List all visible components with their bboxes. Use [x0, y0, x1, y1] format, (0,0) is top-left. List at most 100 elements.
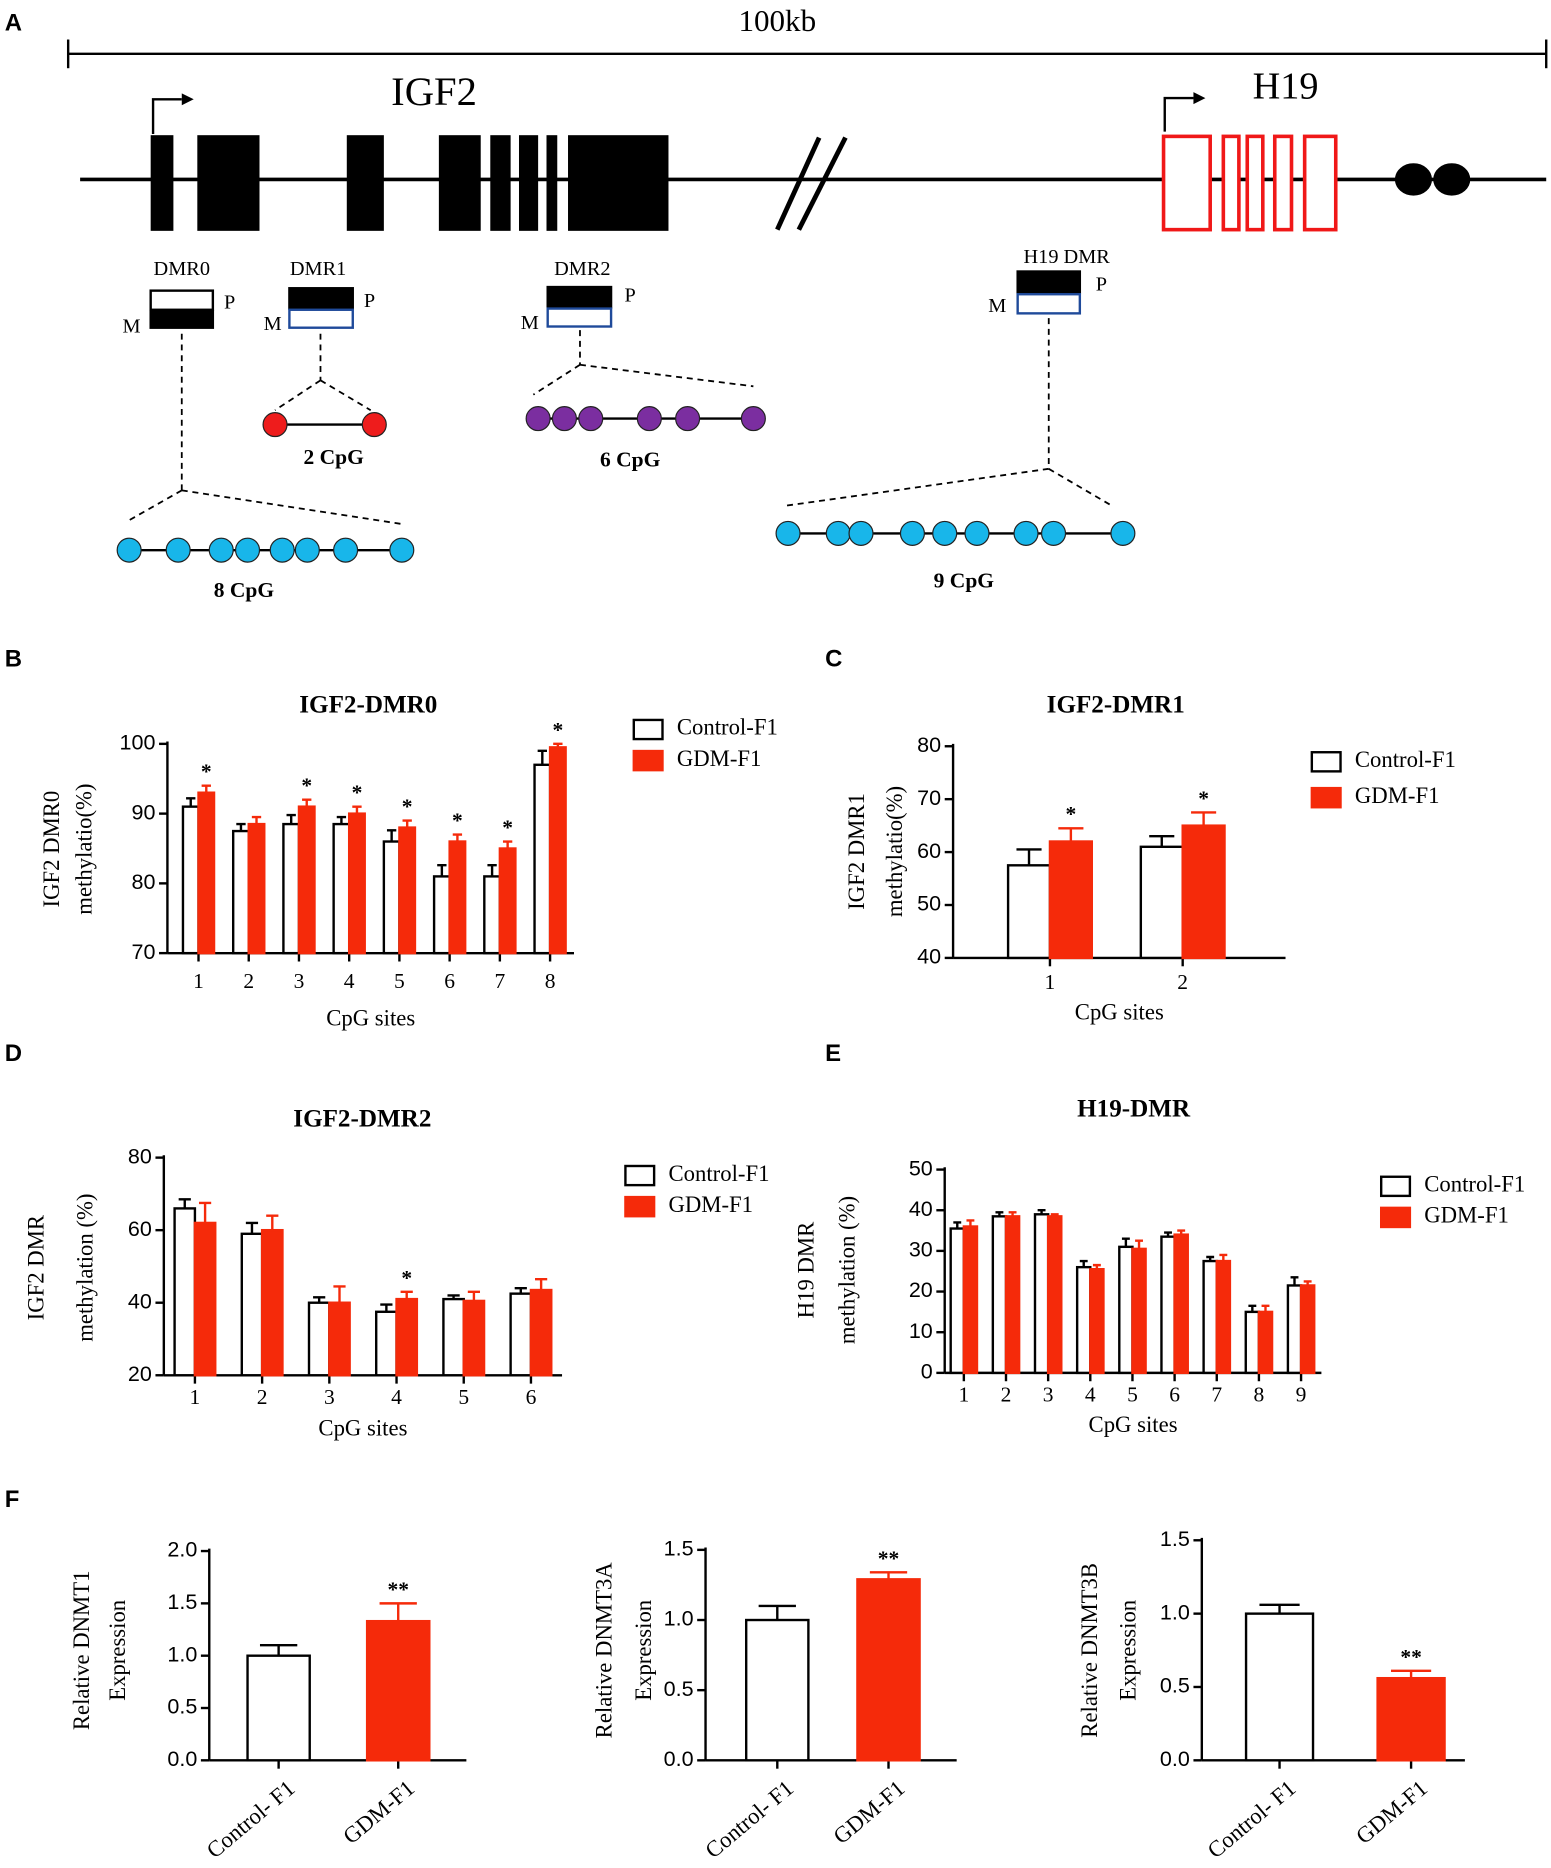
x-tick-label: GDM-F1: [338, 1775, 419, 1849]
y-tick-label: 1.0: [664, 1607, 694, 1631]
bar: [398, 826, 417, 955]
y-tick-label: 80: [132, 870, 156, 894]
x-tick-label: 5: [394, 969, 405, 993]
maternal-allele: [149, 309, 215, 329]
y-tick-label: 0.5: [167, 1695, 197, 1719]
error-bar: [1135, 1239, 1143, 1249]
panel-label: C: [825, 645, 842, 672]
error-bar: [1037, 1209, 1046, 1215]
igf2-exons: [150, 135, 669, 231]
bar: [1244, 1310, 1261, 1375]
error-bar: [302, 798, 312, 807]
legend-label: Control-F1: [1355, 747, 1456, 772]
x-tick-label: 5: [1127, 1383, 1138, 1407]
error-bar: [1177, 1229, 1186, 1235]
y-tick-label: 1.5: [664, 1537, 694, 1561]
x-tick-label: 3: [1043, 1383, 1054, 1407]
exon: [438, 135, 481, 231]
cpg-site: [269, 537, 295, 563]
bar: [347, 812, 366, 955]
y-axis-label: Expression: [631, 1599, 656, 1701]
x-tick-label: Control- F1: [202, 1775, 300, 1863]
y-tick-label: 60: [917, 839, 941, 863]
bar: [1376, 1676, 1446, 1762]
bar: [1075, 1265, 1092, 1375]
error-bar: [758, 1604, 796, 1621]
bar: [1181, 824, 1226, 960]
legend-swatch: [1310, 751, 1342, 773]
legend-swatch: [632, 749, 664, 772]
y-tick-label: 50: [909, 1156, 933, 1180]
x-tick-label: 2: [243, 969, 254, 993]
x-tick-label: 4: [391, 1385, 402, 1409]
allele-label: P: [1096, 274, 1107, 296]
error-bar: [336, 815, 347, 825]
promoter-arrow: [151, 98, 182, 134]
cpg-label: 6 CpG: [600, 448, 661, 472]
connector: [274, 379, 321, 411]
cpg-site: [262, 412, 288, 438]
bar: [548, 746, 567, 955]
error-bar: [467, 1290, 481, 1301]
significance: *: [201, 760, 212, 784]
y-tick-label: 1.0: [167, 1642, 197, 1666]
cpg-site: [932, 520, 958, 546]
legend-label: Control-F1: [677, 715, 778, 740]
y-tick-label: 0.5: [1160, 1674, 1190, 1698]
y-axis-label: IGF2 DMR: [23, 1214, 48, 1320]
significance: **: [878, 1546, 900, 1570]
bar: [332, 822, 351, 955]
x-axis-label: CpG sites: [318, 1415, 407, 1440]
bar: [1160, 1235, 1176, 1375]
error-bar: [386, 829, 397, 842]
chart-title: IGF2-DMR1: [1047, 692, 1185, 719]
x-tick-label: GDM-F1: [1351, 1775, 1432, 1849]
x-tick-label: 3: [324, 1385, 335, 1409]
bar: [365, 1619, 431, 1762]
bar: [442, 1297, 465, 1377]
y-tick-label: 0.5: [664, 1677, 694, 1701]
maternal-allele: [288, 308, 354, 329]
exon: [1272, 134, 1294, 232]
bar: [246, 1654, 311, 1762]
significance: *: [1065, 802, 1076, 826]
h19-exons: [1161, 134, 1338, 232]
cpg-site: [848, 520, 874, 546]
cpg-site: [775, 520, 801, 546]
bar: [375, 1310, 398, 1377]
legend-swatch: [1310, 786, 1342, 809]
dmr-label: DMR0: [154, 258, 210, 280]
cpg-site: [964, 520, 990, 546]
allele-label: P: [364, 290, 375, 312]
y-tick-label: 50: [917, 892, 941, 916]
cpg-label: 8 CpG: [214, 578, 275, 602]
significance: *: [401, 1266, 412, 1290]
bar: [240, 1232, 264, 1377]
exon: [1161, 134, 1212, 232]
bar: [483, 875, 502, 955]
y-axis-label: Relative DNMT3A: [592, 1562, 617, 1739]
x-tick-label: 4: [1085, 1383, 1096, 1407]
cpg-site: [578, 406, 604, 432]
bar: [1033, 1213, 1050, 1375]
y-axis-label: IGF2 DMR1: [844, 793, 869, 910]
arrow-head: [1193, 92, 1206, 105]
allele-label: M: [988, 295, 1006, 317]
error-bar: [379, 1602, 417, 1622]
y-axis-label: methylation (%): [834, 1196, 859, 1344]
significance: *: [452, 809, 463, 833]
connector: [181, 489, 401, 525]
error-bar: [1290, 1276, 1299, 1286]
bar: [448, 840, 467, 955]
y-tick-label: 70: [132, 940, 156, 964]
error-bar: [1206, 1255, 1215, 1262]
error-bar: [402, 819, 412, 828]
y-axis-label: Expression: [105, 1599, 130, 1701]
bar: [1257, 1310, 1274, 1375]
arrow-head: [181, 93, 194, 106]
legend-swatch: [632, 718, 664, 741]
error-bar: [1219, 1253, 1228, 1262]
y-tick-label: 100: [120, 731, 156, 755]
exon: [346, 135, 384, 231]
